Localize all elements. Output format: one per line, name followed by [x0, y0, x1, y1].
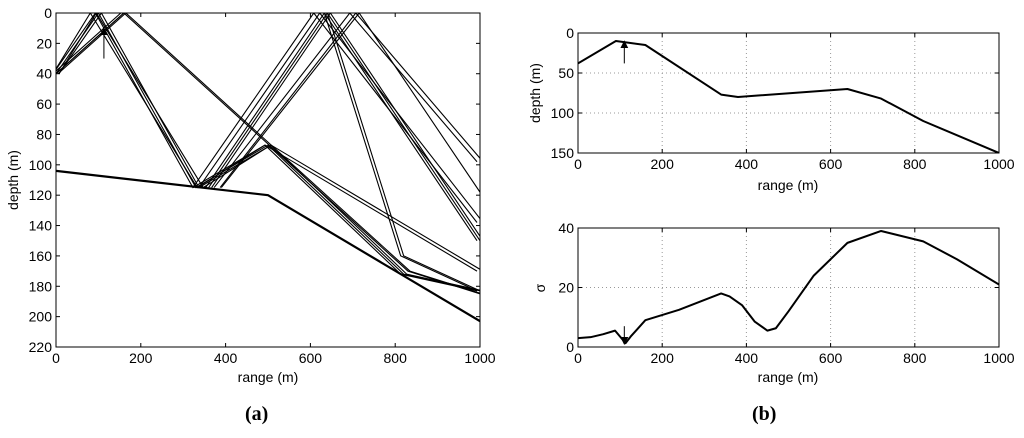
- y-tick-label: 150: [551, 145, 575, 161]
- x-tick-label: 0: [574, 350, 582, 366]
- y-tick-label: 20: [558, 280, 574, 296]
- chart-a-frame: [55, 12, 481, 348]
- chart-b-bottom-xlabel: range (m): [758, 369, 819, 385]
- x-tick-label: 800: [903, 156, 927, 172]
- x-tick-label: 400: [735, 350, 759, 366]
- series-line: [578, 229, 999, 345]
- x-tick-label: 1000: [464, 350, 495, 366]
- ray-path: [219, 13, 480, 188]
- y-tick-label: 140: [29, 218, 53, 234]
- ray-path: [56, 13, 480, 295]
- ray-path: [56, 13, 480, 292]
- ray-path: [58, 13, 480, 291]
- ray-path: [213, 13, 478, 188]
- ray-path: [220, 13, 480, 193]
- chart-a-ylabel: depth (m): [5, 150, 21, 210]
- y-tick-label: 180: [29, 278, 53, 294]
- y-tick-label: 0: [44, 5, 52, 21]
- panel-label-a: (a): [245, 403, 268, 425]
- y-tick-label: 200: [29, 309, 53, 325]
- x-tick-label: 0: [574, 156, 582, 172]
- x-tick-label: 0: [52, 350, 60, 366]
- ray-path: [56, 13, 478, 272]
- y-tick-label: 0: [566, 25, 574, 41]
- y-tick-label: 80: [36, 126, 52, 142]
- ray-path: [192, 13, 478, 223]
- ray-path: [198, 13, 480, 220]
- y-tick-label: 20: [36, 35, 52, 51]
- x-tick-label: 1000: [983, 350, 1014, 366]
- x-tick-label: 1000: [983, 156, 1014, 172]
- bottom-profile-line: [56, 169, 480, 323]
- x-tick-label: 200: [651, 350, 675, 366]
- chart-a-ray-trace: 0 200 400 600 800 1000 0 20 40 60 80 100 120 140 160 18…: [5, 5, 496, 425]
- y-tick-label: 160: [29, 248, 53, 264]
- x-tick-label: 200: [651, 156, 675, 172]
- y-tick-label: 50: [558, 65, 574, 81]
- ray-path: [56, 13, 478, 292]
- y-tick-label: 100: [551, 105, 575, 121]
- y-tick-label: 100: [29, 157, 53, 173]
- y-tick-label: 0: [566, 339, 574, 355]
- chart-b-bottom-ylabel: σ: [532, 283, 548, 292]
- y-tick-label: 40: [558, 220, 574, 236]
- ray-path: [56, 13, 480, 292]
- ray-path: [57, 13, 480, 294]
- y-tick-label: 40: [36, 66, 52, 82]
- x-tick-label: 600: [299, 350, 323, 366]
- chart-b-top-frame: [577, 32, 1000, 154]
- series-line: [578, 40, 999, 153]
- chart-a-xlabel: range (m): [238, 369, 299, 385]
- y-tick-label: 220: [29, 339, 53, 355]
- panel-label-b: (b): [752, 403, 776, 425]
- x-tick-label: 200: [129, 350, 153, 366]
- x-tick-label: 400: [214, 350, 238, 366]
- ray-path: [56, 13, 478, 292]
- x-tick-label: 600: [819, 156, 843, 172]
- x-tick-label: 800: [903, 350, 927, 366]
- chart-b-bottom-sigma: 0 200 400 600 800 1000 0 20 40 range (m) σ: [532, 220, 1015, 385]
- chart-b-top-xlabel: range (m): [758, 177, 819, 193]
- x-tick-label: 400: [735, 156, 759, 172]
- ray-path: [208, 13, 480, 242]
- ray-path: [205, 13, 478, 242]
- chart-b-top-ylabel: depth (m): [527, 63, 543, 123]
- chart-b-bottom-frame: [577, 227, 1000, 348]
- y-tick-label: 60: [36, 96, 52, 112]
- y-tick-label: 120: [29, 187, 53, 203]
- x-tick-label: 600: [819, 350, 843, 366]
- x-tick-label: 800: [384, 350, 408, 366]
